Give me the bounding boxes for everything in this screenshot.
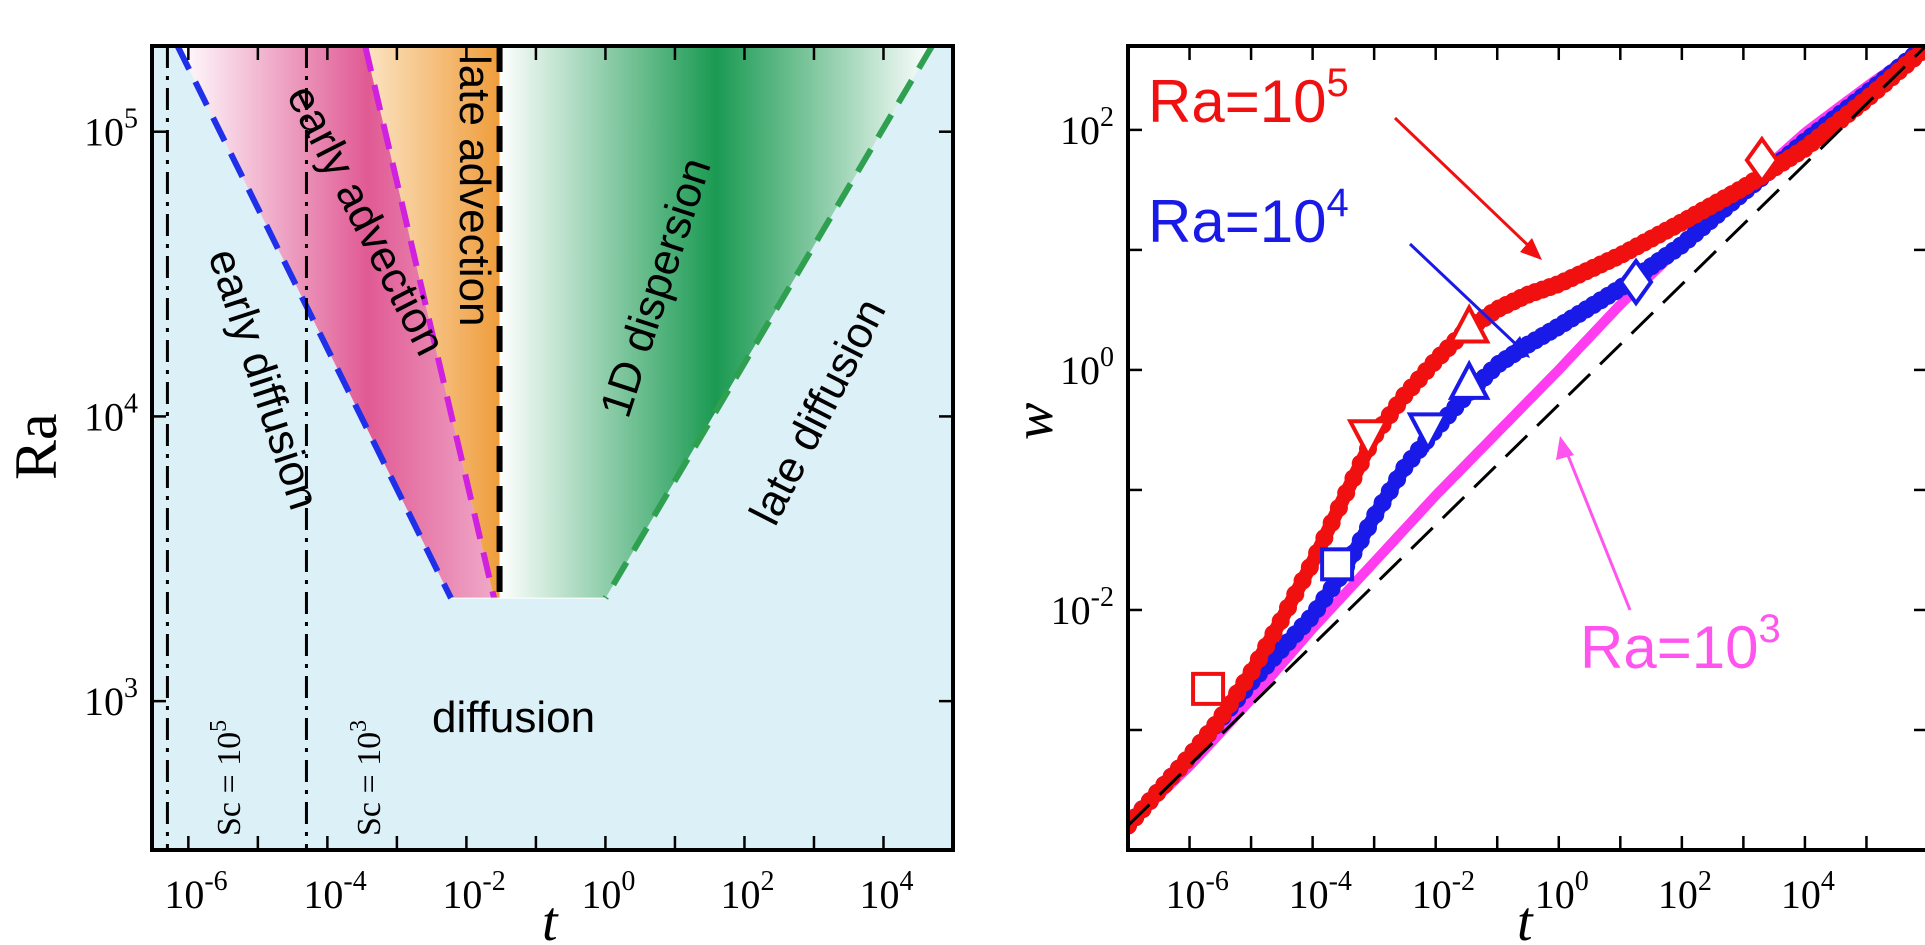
series-point-Ra=10^5: [1271, 612, 1290, 631]
right-y-tick-label: 100: [1060, 342, 1114, 393]
boundary-late-advection: [362, 46, 497, 599]
marker-square-Ra=10^5: [1191, 671, 1226, 706]
boundary-early-advection: [174, 46, 454, 600]
legend-ra-1e5-exp: 5: [1326, 61, 1348, 105]
legend-ra-1e3-pre: Ra=10: [1580, 614, 1758, 681]
reference-dashed-line: [1128, 46, 1925, 827]
right-xlabel: t: [1517, 891, 1534, 945]
right-y-tick-label: 102: [1060, 102, 1114, 153]
series-point-Ra=10^5: [1322, 513, 1341, 532]
right-x-tick-label: 104: [1781, 866, 1835, 917]
region-label-diffusion: diffusion: [432, 693, 595, 742]
left-xlabel: t: [542, 891, 559, 945]
left-x-tick-label: 10-6: [164, 866, 227, 917]
left-y-tick-label: 105: [84, 104, 138, 155]
left-x-tick-label: 104: [859, 866, 913, 917]
marker-triangle-down-Ra=10^4: [1406, 412, 1450, 453]
legend-ra-1e4-pre: Ra=10: [1148, 188, 1326, 255]
left-y-tick-label: 104: [84, 388, 138, 439]
left-x-tick-label: 10-2: [442, 866, 505, 917]
marker-triangle-down-Ra=10^5: [1346, 419, 1390, 460]
right-x-tick-label: 102: [1658, 866, 1712, 917]
left-plot-frame: [150, 44, 955, 852]
legend-ra-1e3: Ra=103: [1580, 607, 1781, 681]
sc-label-1e5-pre: Sc = 10: [211, 732, 248, 836]
right-plot-background: [1128, 46, 1925, 850]
right-x-tick-label: 10-6: [1166, 866, 1229, 917]
marker-diamond-Ra=10^5: [1744, 135, 1780, 185]
series-point-Ra=10^5: [1293, 571, 1312, 590]
marker-triangle-up-Ra=10^5: [1447, 303, 1491, 344]
series-point-Ra=10^5: [1351, 454, 1370, 473]
left-x-tick-label: 10-4: [303, 866, 366, 917]
boundary-late-diffusion: [602, 46, 935, 600]
series-point-Ra=10^5: [1315, 528, 1334, 547]
legend-ra-1e5: Ra=105: [1148, 61, 1349, 135]
right-x-tick-label: 10-4: [1289, 866, 1352, 917]
marker-triangle-up-Ra=10^4: [1447, 359, 1491, 400]
sc-label-1e3-exp: 3: [346, 720, 372, 732]
right-ylabel: w: [1003, 403, 1065, 440]
sc-label-1e3: Sc = 103: [346, 720, 388, 836]
right-y-tick-label: 10-2: [1051, 582, 1114, 633]
sc-label-1e5: Sc = 105: [206, 720, 248, 836]
legend-ra-1e3-exp: 3: [1758, 607, 1780, 651]
legend-ra-1e4: Ra=104: [1148, 181, 1349, 255]
marker-square-Ra=10^4: [1320, 547, 1355, 582]
series-point-Ra=10^5: [1329, 498, 1348, 517]
series-point-Ra=10^5: [1300, 558, 1319, 577]
series-point-Ra=10^5: [1337, 484, 1356, 503]
legend-ra-1e5-pre: Ra=10: [1148, 68, 1326, 135]
region-early-advection: [177, 46, 495, 599]
series-point-Ra=10^5: [1286, 585, 1305, 604]
right-x-tick-label: 10-2: [1412, 866, 1475, 917]
region-1d-dispersion: [499, 46, 933, 599]
left-x-tick-label: 102: [720, 866, 774, 917]
region-label-late-advection: late advection: [450, 55, 499, 327]
series-point-Ra=10^5: [1344, 469, 1363, 488]
right-plot-frame: [1126, 44, 1925, 852]
arrow-ra-1e5: [1393, 116, 1542, 260]
sc-label-1e5-exp: 5: [206, 720, 232, 732]
arrow-ra-1e4: [1408, 242, 1530, 358]
right-x-tick-label: 100: [1535, 866, 1589, 917]
series-point-Ra=10^5: [1279, 598, 1297, 617]
sc-label-1e3-pre: Sc = 10: [351, 732, 388, 836]
marker-diamond-Ra=10^4: [1618, 257, 1654, 307]
legend-ra-1e4-exp: 4: [1326, 181, 1348, 225]
left-ylabel: Ra: [3, 413, 69, 480]
left-x-tick-label: 100: [581, 866, 635, 917]
left-y-tick-label: 103: [84, 673, 138, 724]
arrow-ra-1e3: [1556, 436, 1632, 611]
